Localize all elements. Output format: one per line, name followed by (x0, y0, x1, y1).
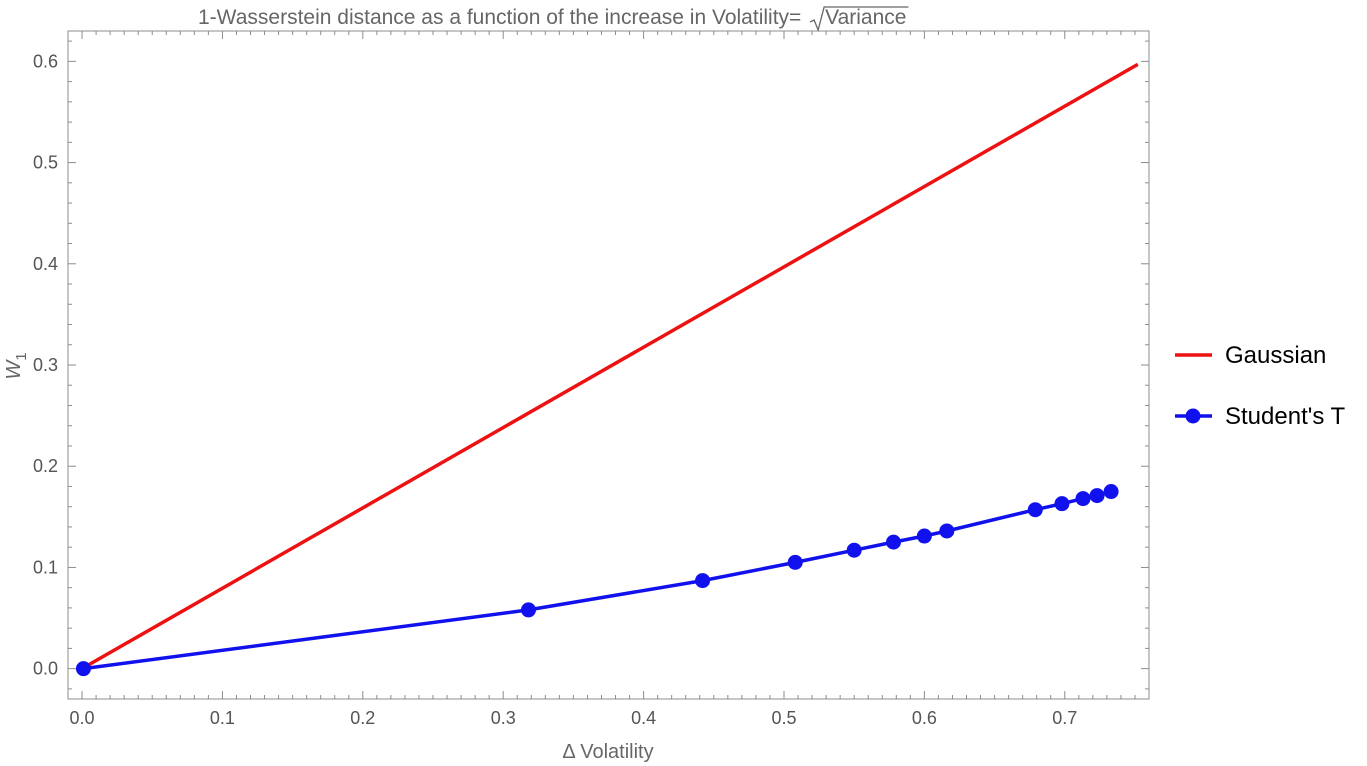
title-radical-sign (809, 6, 909, 33)
chart-title: 1-Wasserstein distance as a function of … (198, 6, 909, 33)
chart-title-text: 1-Wasserstein distance as a function of … (198, 6, 906, 29)
data-point-student-s-t (75, 661, 91, 677)
data-point-student-s-t (787, 554, 803, 570)
y-tick-label: 0.0 (33, 659, 58, 679)
data-point-student-s-t (520, 602, 536, 618)
data-point-student-s-t (885, 534, 901, 550)
series-line-gaussian (81, 62, 1139, 671)
legend-marker-students-t (1185, 408, 1201, 424)
data-point-student-s-t (1027, 502, 1043, 518)
x-tick-label: 0.6 (912, 708, 937, 728)
y-tick-label: 0.6 (33, 51, 58, 71)
plot-frame (67, 30, 1150, 700)
x-tick-label: 0.7 (1052, 708, 1077, 728)
x-axis-title: Δ Volatility (562, 741, 653, 763)
legend: Gaussian Student's T (1175, 342, 1346, 430)
y-axis-ticks (68, 40, 1149, 690)
x-axis-ticks (67, 31, 1150, 699)
data-point-student-s-t (846, 542, 862, 558)
x-tick-label: 0.5 (771, 708, 796, 728)
data-point-student-s-t (695, 573, 711, 589)
chart-title-prefix: 1-Wasserstein distance as a function of … (198, 6, 807, 29)
x-tick-label: 0.1 (210, 708, 235, 728)
y-tick-label: 0.5 (33, 153, 58, 173)
y-tick-label: 0.1 (33, 557, 58, 577)
legend-label-gaussian: Gaussian (1225, 342, 1326, 369)
y-axis-title: W1 (3, 352, 30, 379)
y-tick-label: 0.3 (33, 355, 58, 375)
series-layer (75, 62, 1139, 677)
y-axis-title-main: W (3, 359, 25, 380)
y-tick-label: 0.2 (33, 456, 58, 476)
data-point-student-s-t (1089, 488, 1105, 504)
x-tick-label: 0.4 (631, 708, 656, 728)
x-tick-label: 0.3 (491, 708, 516, 728)
y-tick-label: 0.4 (33, 254, 58, 274)
data-point-student-s-t (916, 528, 932, 544)
data-point-student-s-t (1054, 496, 1070, 512)
y-axis-title-subscript: 1 (13, 352, 30, 360)
data-point-student-s-t (1103, 484, 1119, 500)
data-point-student-s-t (1075, 491, 1091, 507)
y-axis-tick-labels: 0.0 0.1 0.2 0.3 0.4 0.5 0.6 (33, 51, 58, 678)
x-tick-label: 0.2 (350, 708, 375, 728)
data-point-student-s-t (939, 523, 955, 539)
legend-label-students-t: Student's T (1225, 403, 1346, 430)
x-axis-tick-labels: 0.0 0.1 0.2 0.3 0.4 0.5 0.6 0.7 (70, 708, 1078, 728)
chart-title-radicand: Variance (825, 6, 906, 29)
x-tick-label: 0.0 (70, 708, 95, 728)
